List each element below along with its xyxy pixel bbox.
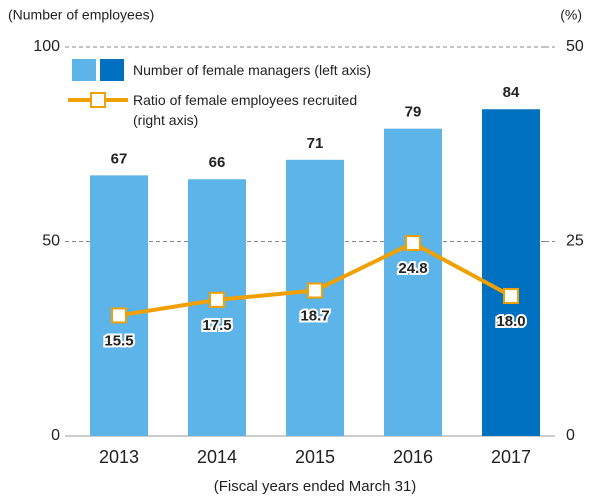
bar-value-label: 79 bbox=[405, 104, 422, 121]
y2-tick-label: 0 bbox=[566, 427, 575, 444]
line-value-label: 15.5 bbox=[104, 332, 133, 349]
x-tick-label: 2015 bbox=[295, 447, 335, 467]
bar-value-label: 67 bbox=[111, 150, 128, 167]
line-value-label: 18.7 bbox=[300, 307, 329, 324]
y2-tick-label: 50 bbox=[566, 38, 584, 55]
line-marker bbox=[307, 282, 323, 299]
line-marker bbox=[111, 307, 127, 324]
line-marker bbox=[405, 235, 421, 252]
y-axis-label: (Number of employees) bbox=[8, 7, 154, 23]
legend-swatch bbox=[90, 92, 106, 108]
y2-axis-label: (%) bbox=[560, 7, 582, 23]
x-tick-label: 2017 bbox=[491, 447, 531, 467]
line-value-label: 24.8 bbox=[398, 260, 427, 277]
bar bbox=[90, 175, 148, 436]
y-tick-label: 50 bbox=[42, 233, 60, 250]
x-tick-label: 2013 bbox=[99, 447, 139, 467]
x-axis-label: (Fiscal years ended March 31) bbox=[214, 478, 417, 495]
y2-tick-label: 25 bbox=[566, 233, 584, 250]
bar bbox=[482, 109, 540, 437]
y-tick-label: 0 bbox=[51, 427, 60, 444]
legend-label: Ratio of female employees recruited (rig… bbox=[133, 92, 358, 128]
legend-swatch bbox=[72, 59, 96, 81]
line-marker bbox=[209, 291, 225, 308]
bar-value-label: 66 bbox=[209, 154, 226, 171]
x-tick-label: 2016 bbox=[393, 447, 433, 467]
bar-value-label: 84 bbox=[503, 84, 520, 101]
line-value-label: 17.5 bbox=[202, 317, 231, 334]
y-tick-label: 100 bbox=[33, 38, 60, 55]
line-value-label: 18.0 bbox=[496, 313, 525, 330]
line-marker bbox=[503, 287, 519, 304]
bar-value-label: 71 bbox=[307, 135, 324, 152]
legend-label: Number of female managers (left axis) bbox=[133, 62, 372, 78]
x-tick-label: 2014 bbox=[197, 447, 237, 467]
legend-swatch bbox=[100, 59, 124, 81]
bar bbox=[384, 128, 442, 436]
